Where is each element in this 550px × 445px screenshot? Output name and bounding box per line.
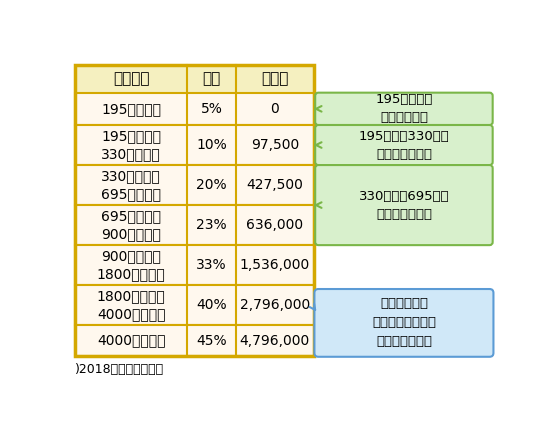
Text: 695万円超え
900万円以下: 695万円超え 900万円以下 — [101, 209, 161, 241]
Text: 1,536,000: 1,536,000 — [240, 258, 310, 272]
FancyBboxPatch shape — [315, 125, 493, 165]
Text: 課税所得: 課税所得 — [113, 71, 150, 86]
Text: 195万円以下: 195万円以下 — [101, 102, 161, 116]
Bar — [75, 65, 314, 356]
Text: 2,796,000: 2,796,000 — [240, 298, 310, 312]
Text: 45%: 45% — [196, 334, 227, 348]
Bar — [75, 125, 314, 165]
Text: 330万円～695万円
には税率２０％: 330万円～695万円 には税率２０％ — [359, 190, 449, 221]
Text: 195万円超え
330万円以下: 195万円超え 330万円以下 — [101, 129, 161, 161]
FancyBboxPatch shape — [315, 289, 493, 357]
Text: 900万円超え
1800万円以下: 900万円超え 1800万円以下 — [97, 249, 166, 281]
Text: 97,500: 97,500 — [251, 138, 299, 152]
Text: 33%: 33% — [196, 258, 227, 272]
Text: 「控除顕」は
税金をカンタンに
求めるのに使う: 「控除顕」は 税金をカンタンに 求めるのに使う — [372, 297, 436, 348]
Bar — [75, 325, 314, 356]
Text: 10%: 10% — [196, 138, 227, 152]
FancyBboxPatch shape — [315, 165, 493, 245]
Text: 195万円～330万円
には税率１０％: 195万円～330万円 には税率１０％ — [359, 129, 449, 161]
Text: 23%: 23% — [196, 218, 227, 232]
Bar — [75, 165, 314, 205]
Text: 税率: 税率 — [202, 71, 221, 86]
FancyBboxPatch shape — [315, 93, 493, 125]
Text: 20%: 20% — [196, 178, 227, 192]
Bar — [75, 93, 314, 125]
Bar — [75, 245, 314, 285]
Text: 0: 0 — [271, 102, 279, 116]
Text: 195万円以下
には税率５％: 195万円以下 には税率５％ — [375, 93, 433, 124]
Text: 40%: 40% — [196, 298, 227, 312]
Text: )2018年時点での税率: )2018年時点での税率 — [75, 364, 164, 376]
Text: 427,500: 427,500 — [246, 178, 304, 192]
Text: 636,000: 636,000 — [246, 218, 304, 232]
Bar — [75, 285, 314, 325]
Text: 控除顕: 控除顕 — [261, 71, 289, 86]
Text: 4,796,000: 4,796,000 — [240, 334, 310, 348]
Bar — [75, 205, 314, 245]
Bar — [75, 65, 314, 93]
Text: 330万円超え
695万円以下: 330万円超え 695万円以下 — [101, 169, 161, 201]
Text: 5%: 5% — [201, 102, 223, 116]
Text: 4000万円超え: 4000万円超え — [97, 334, 166, 348]
Text: 1800万円超え
4000万円以下: 1800万円超え 4000万円以下 — [97, 289, 166, 321]
